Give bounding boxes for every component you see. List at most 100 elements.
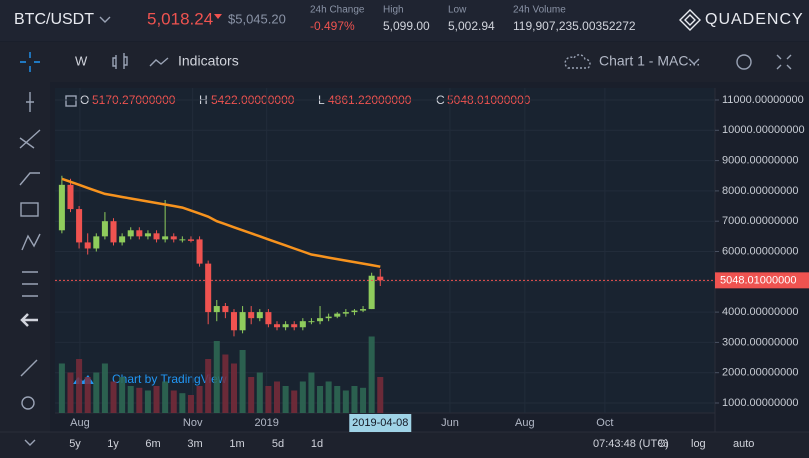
candle-body <box>84 242 91 249</box>
volume-bar <box>153 386 160 413</box>
candle-body <box>334 313 341 317</box>
indicators[interactable]: Indicators <box>178 53 239 69</box>
volume-bar <box>360 387 367 413</box>
volume-bar <box>377 377 384 413</box>
y-tick-label: 6000.00000000 <box>722 245 798 257</box>
candle-body <box>205 263 212 313</box>
volume-bar <box>222 354 229 413</box>
volume-bar <box>317 386 324 413</box>
indicators-icon[interactable] <box>149 57 169 67</box>
candle-body <box>93 236 100 249</box>
candle-body <box>351 310 358 313</box>
dropdown-caret[interactable] <box>99 16 111 23</box>
volume-bar <box>334 386 341 413</box>
x-tick-label: Jun <box>441 417 459 429</box>
candle-body <box>153 233 160 240</box>
range-button[interactable]: 1m <box>229 438 244 450</box>
candle-body <box>127 230 134 237</box>
toolbar-bar <box>0 42 809 82</box>
percent-toggle[interactable]: % <box>658 438 668 450</box>
settings[interactable] <box>736 54 752 70</box>
volume-bar <box>248 377 255 413</box>
log-toggle[interactable]: log <box>691 438 706 450</box>
candle-body <box>196 239 203 264</box>
volume-bar <box>368 336 375 413</box>
candle-body <box>187 239 194 241</box>
volume-bar <box>239 350 246 413</box>
candle-body <box>368 275 375 310</box>
y-tick-label: 9000.00000000 <box>722 155 798 167</box>
range-button[interactable]: 3m <box>187 438 202 450</box>
stat-label: 24h Change <box>310 5 365 16</box>
stat-label: Low <box>448 5 467 16</box>
volume-bar <box>230 363 237 413</box>
volume-bar <box>291 390 298 413</box>
candle-body <box>308 321 315 323</box>
last-price-box <box>715 272 809 289</box>
volume-bar <box>162 381 169 413</box>
down-arrow <box>214 14 222 19</box>
candle-body <box>299 321 306 328</box>
last-price-label: 5048.01000000 <box>720 274 796 286</box>
x-tick-label: Aug <box>515 417 535 429</box>
pair[interactable]: BTC/USDT <box>14 11 94 28</box>
volume-bar <box>196 386 203 413</box>
range-button[interactable]: 1d <box>311 438 323 450</box>
y-tick-label: 7000.00000000 <box>722 215 798 227</box>
header-bar <box>0 0 809 41</box>
stat-value: 5,002.94 <box>448 19 495 33</box>
range-button[interactable]: 5d <box>272 438 284 450</box>
legend-toggle[interactable] <box>65 95 77 107</box>
range-button[interactable]: 5y <box>69 438 81 450</box>
volume-bar <box>67 372 74 413</box>
drawing-tools <box>19 92 41 410</box>
candle-body <box>360 309 367 311</box>
y-tick-label: 8000.00000000 <box>722 185 798 197</box>
candle-body <box>377 276 384 281</box>
volume-bar <box>127 386 134 413</box>
crosshair-tool[interactable] <box>20 52 40 72</box>
stat-label: 24h Volume <box>513 5 566 16</box>
volume-bar <box>144 390 151 413</box>
collapse[interactable] <box>24 439 36 446</box>
left-toolbar <box>0 42 50 432</box>
candle-body <box>256 312 263 319</box>
candle-body <box>136 230 143 237</box>
candle-body <box>119 236 126 243</box>
volume-bar <box>101 363 108 413</box>
candle-body <box>230 312 237 331</box>
stat-label: High <box>383 5 404 16</box>
chart-style[interactable] <box>112 53 128 69</box>
range-button[interactable]: 6m <box>145 438 160 450</box>
y-tick-label: 2000.00000000 <box>722 367 798 379</box>
footer-bar <box>0 432 809 458</box>
chart-name[interactable]: Chart 1 - MAC... <box>599 53 700 69</box>
fullscreen[interactable] <box>776 54 792 70</box>
candle-body <box>170 236 177 240</box>
y-tick-label: 1000.00000000 <box>722 397 798 409</box>
plot-area <box>55 88 715 413</box>
watermark: Chart by TradingView <box>112 372 227 386</box>
volume-bar <box>93 372 100 413</box>
candle-body <box>317 318 324 322</box>
interval[interactable]: W <box>75 53 88 68</box>
volume-bar <box>136 387 143 413</box>
clock: 07:43:48 (UTC) <box>593 438 669 450</box>
cloud-icon[interactable] <box>564 54 591 69</box>
candle-body <box>222 306 229 313</box>
candle-body <box>110 221 117 243</box>
stat-value: 5,099.00 <box>383 19 430 33</box>
volume-bar <box>265 386 272 413</box>
auto-toggle[interactable]: auto <box>733 438 754 450</box>
x-tick-label: Oct <box>596 417 613 429</box>
x-tick-label: Aug <box>70 417 90 429</box>
y-tick-label: 10000.00000000 <box>722 124 805 136</box>
candle-body <box>58 184 65 231</box>
volume-bar <box>205 359 212 413</box>
candle-body <box>325 316 332 319</box>
range-button[interactable]: 1y <box>107 438 119 450</box>
dropdown-caret[interactable] <box>688 58 700 65</box>
x-tick-label: 2019 <box>254 417 278 429</box>
